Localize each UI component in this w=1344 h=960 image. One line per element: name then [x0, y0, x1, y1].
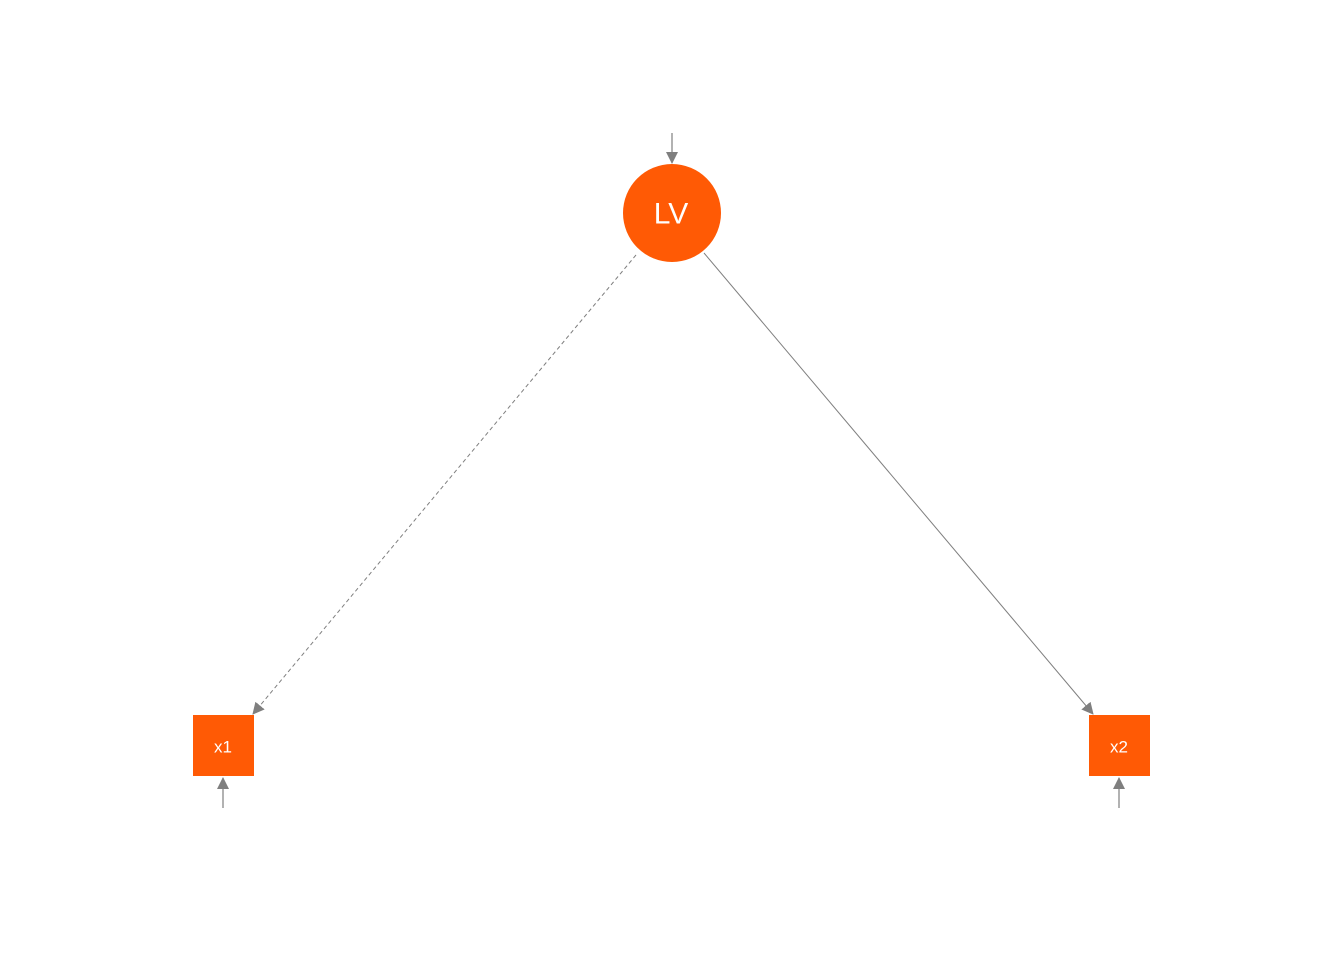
manifest-node-x2[interactable]: x2 — [1089, 715, 1150, 776]
manifest-node-label: x1 — [214, 738, 232, 757]
loading-edge-lv-x2 — [703, 252, 1094, 715]
manifest-node-label: x2 — [1110, 738, 1128, 757]
latent-node-label: LV — [654, 198, 688, 231]
loading-edge-lv-x1 — [252, 254, 637, 715]
manifest-node-x1[interactable]: x1 — [193, 715, 254, 776]
latent-node-lv[interactable]: LV — [623, 164, 721, 262]
